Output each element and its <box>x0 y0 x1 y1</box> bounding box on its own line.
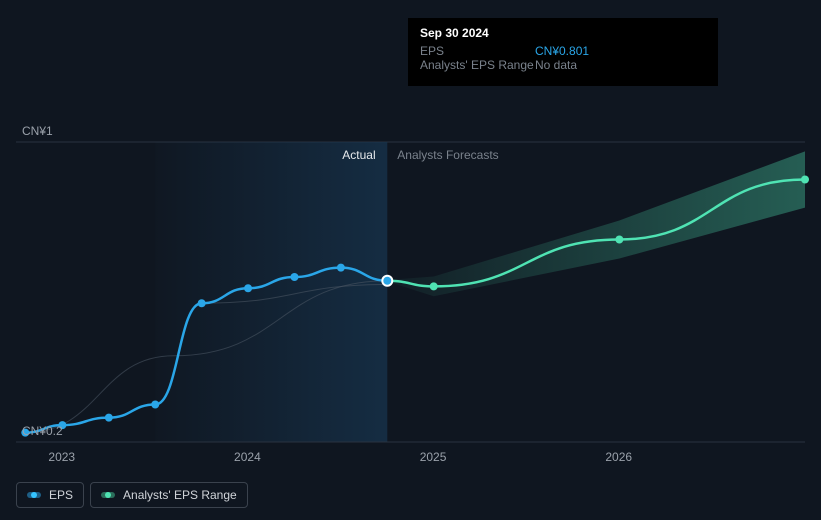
y-axis-label-top: CN¥1 <box>22 124 53 138</box>
chart-tooltip: Sep 30 2024 EPS CN¥0.801 Analysts' EPS R… <box>408 18 718 86</box>
legend-swatch-icon <box>101 492 115 498</box>
tooltip-label: EPS <box>420 44 535 58</box>
tooltip-row-range: Analysts' EPS Range No data <box>420 58 706 72</box>
legend-item-range[interactable]: Analysts' EPS Range <box>90 482 248 508</box>
region-label-actual: Actual <box>342 148 375 162</box>
x-axis-label: 2023 <box>48 450 75 464</box>
legend-label: EPS <box>49 488 73 502</box>
tooltip-date: Sep 30 2024 <box>420 26 706 40</box>
tooltip-label: Analysts' EPS Range <box>420 58 535 72</box>
tooltip-row-eps: EPS CN¥0.801 <box>420 44 706 58</box>
legend-swatch-icon <box>27 492 41 498</box>
x-axis-label: 2025 <box>420 450 447 464</box>
eps-chart-container: { "chart": { "type": "line", "width": 82… <box>0 0 821 520</box>
x-axis-label: 2024 <box>234 450 261 464</box>
chart-legend: EPS Analysts' EPS Range <box>16 482 248 508</box>
legend-item-eps[interactable]: EPS <box>16 482 84 508</box>
y-axis-label-bottom: CN¥0.2 <box>22 424 63 438</box>
legend-label: Analysts' EPS Range <box>123 488 237 502</box>
region-label-forecast: Analysts Forecasts <box>397 148 498 162</box>
tooltip-value-nodata: No data <box>535 58 577 72</box>
x-axis-label: 2026 <box>605 450 632 464</box>
tooltip-value-eps: CN¥0.801 <box>535 44 589 58</box>
